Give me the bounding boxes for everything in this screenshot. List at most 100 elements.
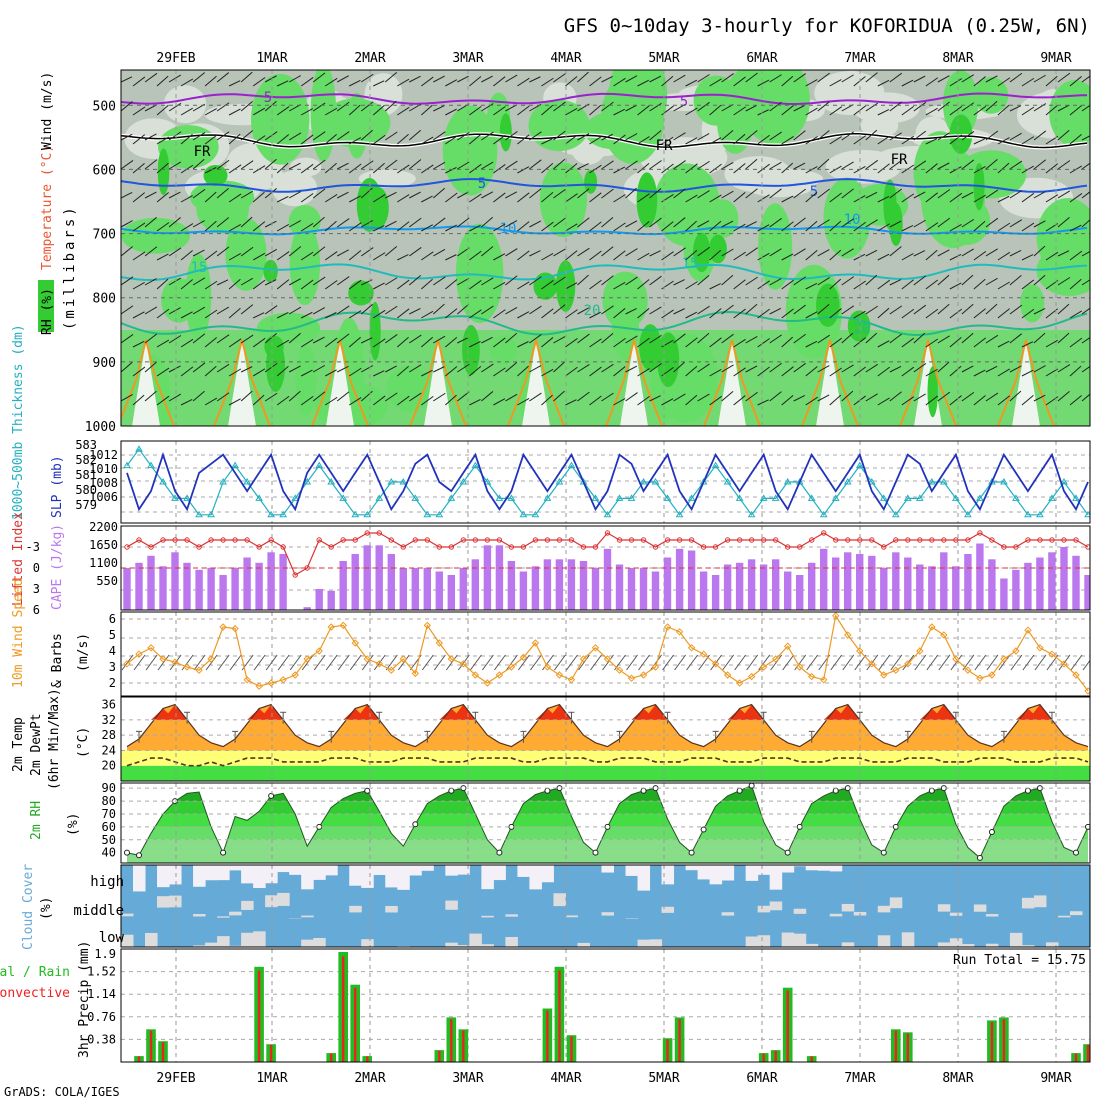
pressure-tick: 700 xyxy=(93,228,116,243)
wind-barb xyxy=(132,251,146,261)
temp2m-axis-label: 2m Temp xyxy=(11,717,26,772)
wind10-barb xyxy=(277,654,290,671)
wind-barb xyxy=(384,334,398,344)
wind-barb xyxy=(1057,160,1071,170)
precip-conv-bar xyxy=(269,1044,273,1062)
wind-axis-label: Wind (m/s) xyxy=(40,72,55,150)
wind-barb xyxy=(180,195,193,203)
cloud-high-gap xyxy=(385,865,398,888)
thickness-point xyxy=(723,478,732,485)
wind-barb xyxy=(829,394,842,406)
wind-barb xyxy=(805,311,818,319)
wind-barb xyxy=(1045,75,1058,87)
wind-barb xyxy=(745,158,758,170)
wind-barb xyxy=(721,220,734,228)
wind10-point xyxy=(279,676,287,684)
wind-barb xyxy=(649,102,662,112)
wind-barb xyxy=(997,195,1010,203)
wind-barb xyxy=(769,334,782,344)
cape-bar xyxy=(772,559,780,610)
thickness-point xyxy=(771,494,780,501)
thickness-point xyxy=(627,494,636,501)
wind-barb xyxy=(565,338,578,348)
thickness-point xyxy=(855,461,864,469)
wind-barb xyxy=(709,163,722,174)
wind-barb xyxy=(1057,104,1070,112)
wind-barb xyxy=(348,336,361,348)
cloud-low-gap xyxy=(877,935,891,947)
thickness-point xyxy=(976,494,984,501)
wind10-point xyxy=(123,660,131,668)
cloud-high-gap xyxy=(769,865,783,890)
wind-barb xyxy=(348,279,362,290)
thickness-point xyxy=(903,494,912,501)
wind-barb xyxy=(685,311,698,319)
thickness-point xyxy=(1048,494,1056,501)
wind-barb xyxy=(121,191,133,199)
wind-barb xyxy=(216,334,230,344)
wind-barb xyxy=(1033,365,1046,373)
cloud-high-gap xyxy=(301,865,314,890)
rh-dry-spike xyxy=(816,340,844,426)
wind-barb xyxy=(697,160,710,170)
wind-barb xyxy=(156,222,170,232)
wind-barb xyxy=(769,217,782,228)
wind-barb xyxy=(1009,333,1022,344)
wind-barb xyxy=(577,247,590,257)
lifted-point xyxy=(196,544,202,550)
wind-barb xyxy=(613,366,626,377)
temp2m-unit-label: (°C) xyxy=(76,727,91,758)
cape-bar xyxy=(423,568,431,610)
wind-barb xyxy=(973,369,986,377)
wind10-tick: 2 xyxy=(109,676,116,690)
wind-barb xyxy=(613,134,626,145)
lifted-point xyxy=(628,537,635,543)
cape-bar xyxy=(988,559,996,610)
precip-total-bar xyxy=(1083,1044,1090,1062)
wind-barb xyxy=(733,106,746,116)
cloud-low-gap xyxy=(469,933,482,947)
wind-barb xyxy=(132,366,146,377)
wind-barb xyxy=(1081,219,1090,228)
wind10-barb xyxy=(445,654,458,671)
wind-barb xyxy=(1009,249,1022,257)
cloud-high-gap xyxy=(829,865,843,872)
wind-barb xyxy=(745,221,757,228)
wind10-point xyxy=(315,647,323,655)
wind-barb xyxy=(240,100,253,112)
temp2m-hot-area xyxy=(151,704,1064,720)
wind10-series xyxy=(126,614,1089,692)
cape-bar xyxy=(591,568,600,610)
wind-barb xyxy=(445,336,458,348)
rh-moist-patch xyxy=(539,162,588,238)
cloud-low-gap xyxy=(1045,942,1059,947)
wind-barb xyxy=(433,131,446,141)
wind-barb xyxy=(493,398,506,406)
thickness-point xyxy=(291,494,300,501)
cloud-middle-gap xyxy=(757,905,771,913)
cloud-high-gap xyxy=(133,865,146,892)
wind-barb xyxy=(288,220,301,228)
cloud-low-gap xyxy=(577,942,590,947)
thickness-point xyxy=(1060,478,1068,485)
wind-barb xyxy=(336,305,350,315)
wind-barb xyxy=(637,368,650,377)
wind-barb xyxy=(156,192,169,203)
chart-title: GFS 0~10day 3-hourly for KOFORIDUA (0.25… xyxy=(564,15,1090,37)
wind-barb xyxy=(505,275,518,286)
wind-barb xyxy=(1069,395,1082,406)
wind-barb xyxy=(1069,224,1082,232)
wind10-barb xyxy=(554,654,566,671)
wind-barb xyxy=(1033,274,1046,286)
wind-barb xyxy=(409,217,422,228)
wind-barb xyxy=(673,361,685,373)
wind-barb xyxy=(661,163,674,174)
cape-bar xyxy=(243,557,251,610)
precip-conv-bar xyxy=(570,1036,573,1062)
temp2m-tick: 24 xyxy=(102,743,116,757)
wind-barb xyxy=(373,225,385,232)
wind-barb xyxy=(1033,74,1046,83)
wind10-barb xyxy=(890,654,903,671)
wind-barb xyxy=(1021,394,1034,406)
thickness-point xyxy=(471,461,480,469)
